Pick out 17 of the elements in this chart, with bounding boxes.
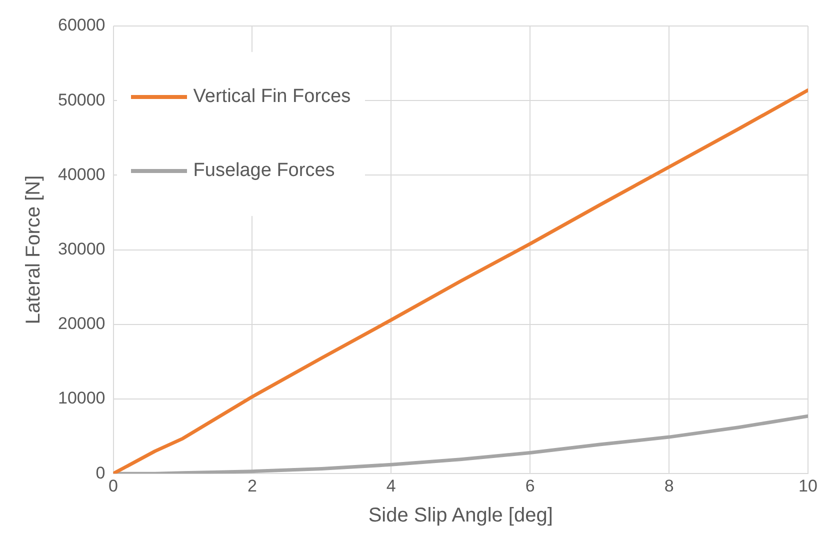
y-tick-label: 0	[96, 463, 106, 482]
legend-label: Fuselage Forces	[193, 160, 335, 182]
legend-label: Vertical Fin Forces	[193, 86, 351, 108]
y-tick-label: 60000	[58, 16, 106, 35]
x-tick-label: 8	[664, 476, 674, 496]
y-tick-label: 30000	[58, 239, 106, 258]
y-axis-title: Lateral Force [N]	[22, 175, 45, 324]
x-tick-label: 10	[798, 476, 818, 496]
y-tick-label: 40000	[58, 164, 106, 184]
y-tick-label: 20000	[58, 314, 106, 334]
x-tick-label: 2	[247, 476, 257, 496]
x-tick-label: 6	[525, 476, 535, 496]
x-axis-title: Side Slip Angle [deg]	[368, 504, 553, 527]
x-tick-label: 4	[386, 476, 396, 496]
x-tick-label: 0	[108, 476, 118, 496]
y-tick-label: 50000	[58, 90, 106, 110]
y-tick-label: 10000	[58, 388, 106, 408]
